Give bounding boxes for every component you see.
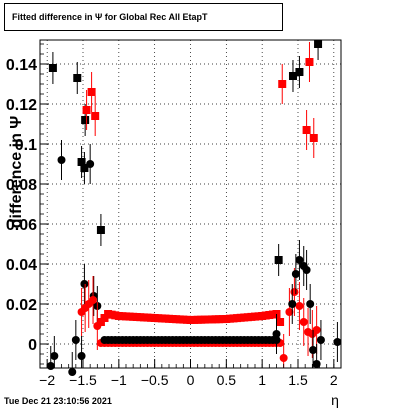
- data-point-circle: [309, 346, 318, 354]
- data-point-circle: [50, 352, 59, 360]
- data-point-square: [295, 68, 304, 76]
- data-point-square: [82, 106, 91, 114]
- grid-lines: [40, 40, 341, 368]
- data-point-circle: [312, 326, 321, 334]
- axes: −2 −1.5 −1 −0.5 0 0.5 1 1.5 2 0 0.02 0.04 0.06 0.08 0.…: [6, 43, 338, 388]
- data-point-circle: [295, 256, 304, 264]
- data-point-square: [77, 158, 86, 166]
- y-tick-label: 0.04: [6, 257, 37, 274]
- x-tick-label: 2: [330, 372, 338, 388]
- data-point-circle: [306, 300, 315, 308]
- data-marks: [46, 40, 342, 376]
- data-point-square: [48, 64, 57, 72]
- x-tick-label: −0.5: [141, 372, 169, 388]
- y-tick-label: 0.12: [6, 97, 37, 114]
- data-point-square: [87, 88, 96, 96]
- x-axis-label: η: [331, 392, 339, 408]
- data-point-circle: [71, 336, 80, 344]
- data-point-circle: [89, 296, 98, 304]
- x-tick-label: 0.5: [217, 372, 237, 388]
- data-point-circle: [46, 362, 55, 370]
- data-point-square: [278, 80, 287, 88]
- data-point-square: [274, 256, 283, 264]
- data-point-square: [288, 72, 297, 80]
- y-axis-label: difference in Ψ: [8, 116, 25, 229]
- x-tick-label: 1: [258, 372, 266, 388]
- y-tick-label: 0.1: [15, 137, 37, 154]
- plot-title: Fitted difference in Ψ for Global Rec Al…: [4, 3, 283, 31]
- data-point-circle: [77, 352, 86, 360]
- data-point-square: [91, 112, 100, 120]
- data-point-circle: [333, 338, 342, 346]
- data-point-square: [302, 126, 311, 134]
- data-point-square: [309, 134, 318, 142]
- data-point-circle: [288, 300, 297, 308]
- data-point-circle: [299, 318, 308, 326]
- data-point-square: [305, 58, 314, 66]
- x-tick-label: −2: [39, 372, 55, 388]
- x-tick-label: −1: [111, 372, 127, 388]
- x-tick-label: 1.5: [288, 372, 308, 388]
- y-tick-label: 0.02: [6, 297, 37, 314]
- data-point-circle: [295, 302, 304, 310]
- data-point-square: [80, 164, 89, 172]
- data-point-square: [73, 74, 82, 82]
- data-point-circle: [302, 266, 311, 274]
- data-point-square: [81, 116, 90, 124]
- data-point-circle: [68, 368, 77, 376]
- data-point-square: [96, 226, 105, 234]
- y-tick-label: 0: [28, 337, 37, 354]
- data-point-circle: [291, 270, 300, 278]
- data-point-square: [276, 318, 285, 326]
- timestamp: Tue Dec 21 23:10:56 2021: [4, 396, 112, 406]
- data-point-circle: [290, 288, 299, 296]
- y-tick-label: 0.14: [6, 57, 37, 74]
- x-tick-label: 0: [187, 372, 195, 388]
- data-point-circle: [272, 330, 281, 338]
- data-point-circle: [93, 322, 102, 330]
- x-tick-label: −1.5: [69, 372, 97, 388]
- data-point-square: [314, 40, 323, 48]
- y-tick-label: 0.08: [6, 177, 37, 194]
- data-point-circle: [312, 360, 321, 368]
- data-point-circle: [57, 156, 66, 164]
- data-point-circle: [80, 280, 89, 288]
- data-point-circle: [285, 308, 294, 316]
- data-point-circle: [279, 354, 288, 362]
- y-tick-label: 0.06: [6, 217, 37, 234]
- data-point-circle: [316, 336, 325, 344]
